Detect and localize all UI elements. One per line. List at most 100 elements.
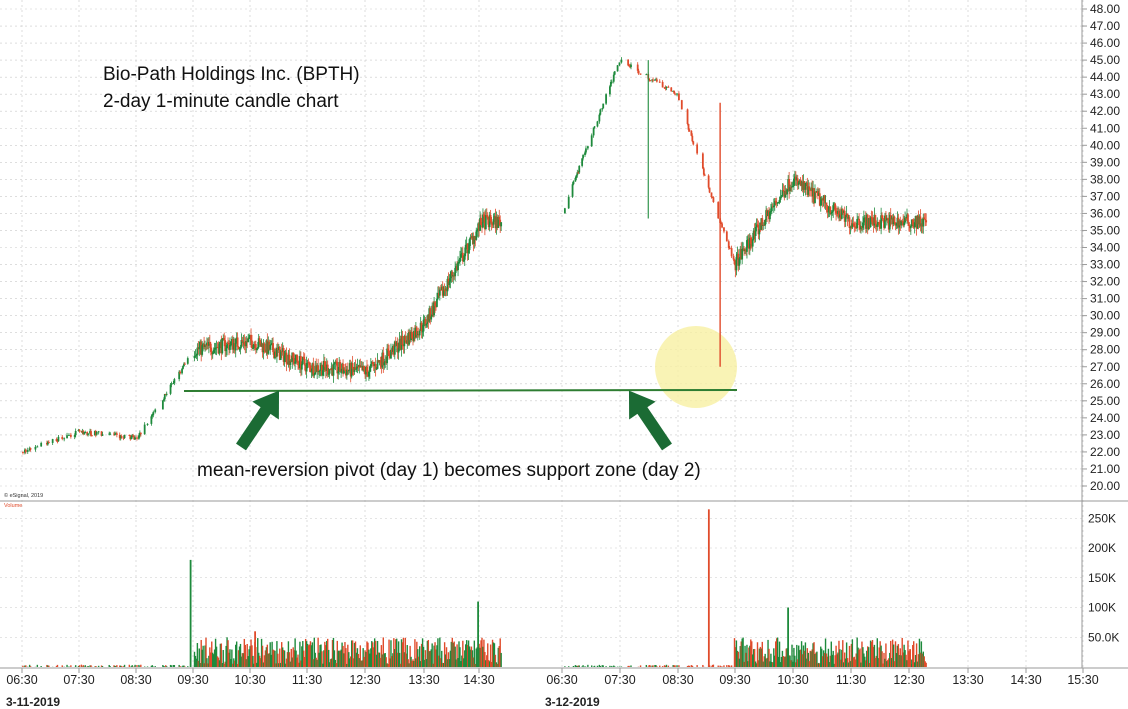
volume-bar — [130, 666, 132, 667]
candle-body — [456, 266, 458, 271]
candle-body — [500, 222, 503, 227]
candle-body — [749, 237, 752, 244]
candle-body — [273, 352, 275, 359]
candle-body — [762, 224, 765, 226]
candle-body — [362, 365, 365, 371]
volume-bar — [488, 661, 491, 667]
candle-body — [331, 367, 334, 376]
candle-body — [897, 217, 900, 228]
candle-body — [846, 213, 849, 219]
candle-body — [165, 393, 168, 395]
volume-bar — [134, 664, 136, 667]
volume-bar — [100, 665, 103, 667]
volume-bar — [736, 650, 739, 667]
volume-bar — [876, 638, 878, 667]
candle-body — [788, 179, 791, 192]
candle-body — [236, 337, 239, 347]
volume-bar — [676, 665, 678, 667]
volume-bar — [901, 637, 903, 667]
candle-body — [904, 217, 906, 223]
volume-bar — [763, 656, 765, 667]
candle-body — [448, 281, 451, 286]
price-tick-label: 33.00 — [1090, 258, 1120, 272]
candle-body — [734, 264, 737, 271]
candle-body — [327, 373, 330, 375]
volume-bar — [337, 650, 339, 667]
volume-bar — [799, 649, 802, 667]
candle-body — [138, 432, 141, 436]
volume-bar — [150, 665, 153, 667]
volume-bar — [741, 638, 743, 667]
candle-body — [475, 231, 478, 240]
candle-body — [844, 216, 847, 222]
volume-bar — [165, 665, 167, 667]
volume-bar — [696, 665, 698, 667]
candle-body — [797, 182, 800, 185]
candle-body — [242, 341, 245, 343]
volume-bar — [874, 657, 877, 667]
candle-body — [670, 87, 673, 92]
candle-body — [220, 341, 223, 354]
volume-bar — [648, 664, 650, 667]
candle-body — [146, 423, 149, 425]
candle-body — [571, 184, 574, 197]
candle-body — [357, 366, 360, 368]
candle-body — [914, 216, 917, 223]
volume-bar — [865, 660, 867, 667]
volume-bar — [136, 665, 138, 667]
volume-bar — [469, 649, 472, 667]
volume-bar — [620, 666, 623, 667]
volume-bar — [201, 649, 203, 667]
volume-bar — [178, 664, 180, 667]
candle-body — [366, 366, 368, 372]
candle-body — [674, 93, 676, 95]
candle-body — [306, 362, 309, 364]
candle-body — [183, 363, 185, 367]
volume-bar — [364, 650, 366, 667]
volume-bar — [425, 659, 428, 667]
volume-bar — [305, 641, 308, 667]
volume-bar — [782, 656, 785, 667]
volume-bar — [439, 637, 441, 667]
candle-body — [901, 220, 904, 222]
volume-bar — [868, 662, 871, 667]
candle-body — [325, 364, 328, 371]
volume-bar — [392, 653, 394, 667]
candle-body — [442, 289, 445, 296]
candle-body — [89, 431, 91, 434]
chart-title: Bio-Path Holdings Inc. (BPTH) — [103, 64, 360, 85]
volume-bar — [911, 659, 913, 667]
volume-bar — [416, 641, 418, 667]
candle-body — [241, 339, 244, 342]
candle-body — [178, 371, 181, 380]
candle-body — [308, 362, 311, 366]
candle-body — [238, 348, 241, 350]
volume-bar — [368, 649, 370, 667]
candle-body — [227, 342, 229, 344]
volume-bar — [395, 639, 397, 667]
candle-body — [818, 193, 821, 206]
volume-bar — [290, 648, 292, 667]
volume-bar — [764, 653, 766, 667]
volume-bar — [179, 666, 181, 667]
candle-body — [320, 365, 322, 370]
volume-bar — [465, 640, 468, 667]
candle-body — [373, 364, 376, 367]
volume-bar — [688, 665, 691, 667]
volume-bar — [564, 666, 566, 667]
volume-bar — [849, 661, 852, 667]
candle-body — [751, 239, 754, 247]
volume-bar — [108, 664, 110, 667]
volume-bar — [867, 646, 869, 667]
volume-bar — [728, 665, 730, 667]
candle-body — [73, 435, 76, 437]
candle-body — [221, 338, 224, 354]
volume-bar — [417, 649, 419, 667]
candle-body — [497, 217, 500, 228]
volume-bar — [262, 662, 265, 667]
volume-bar — [918, 638, 921, 667]
candle-body — [334, 361, 337, 364]
volume-bar — [892, 644, 895, 667]
candle-body — [406, 335, 409, 344]
candle-body — [782, 189, 785, 192]
